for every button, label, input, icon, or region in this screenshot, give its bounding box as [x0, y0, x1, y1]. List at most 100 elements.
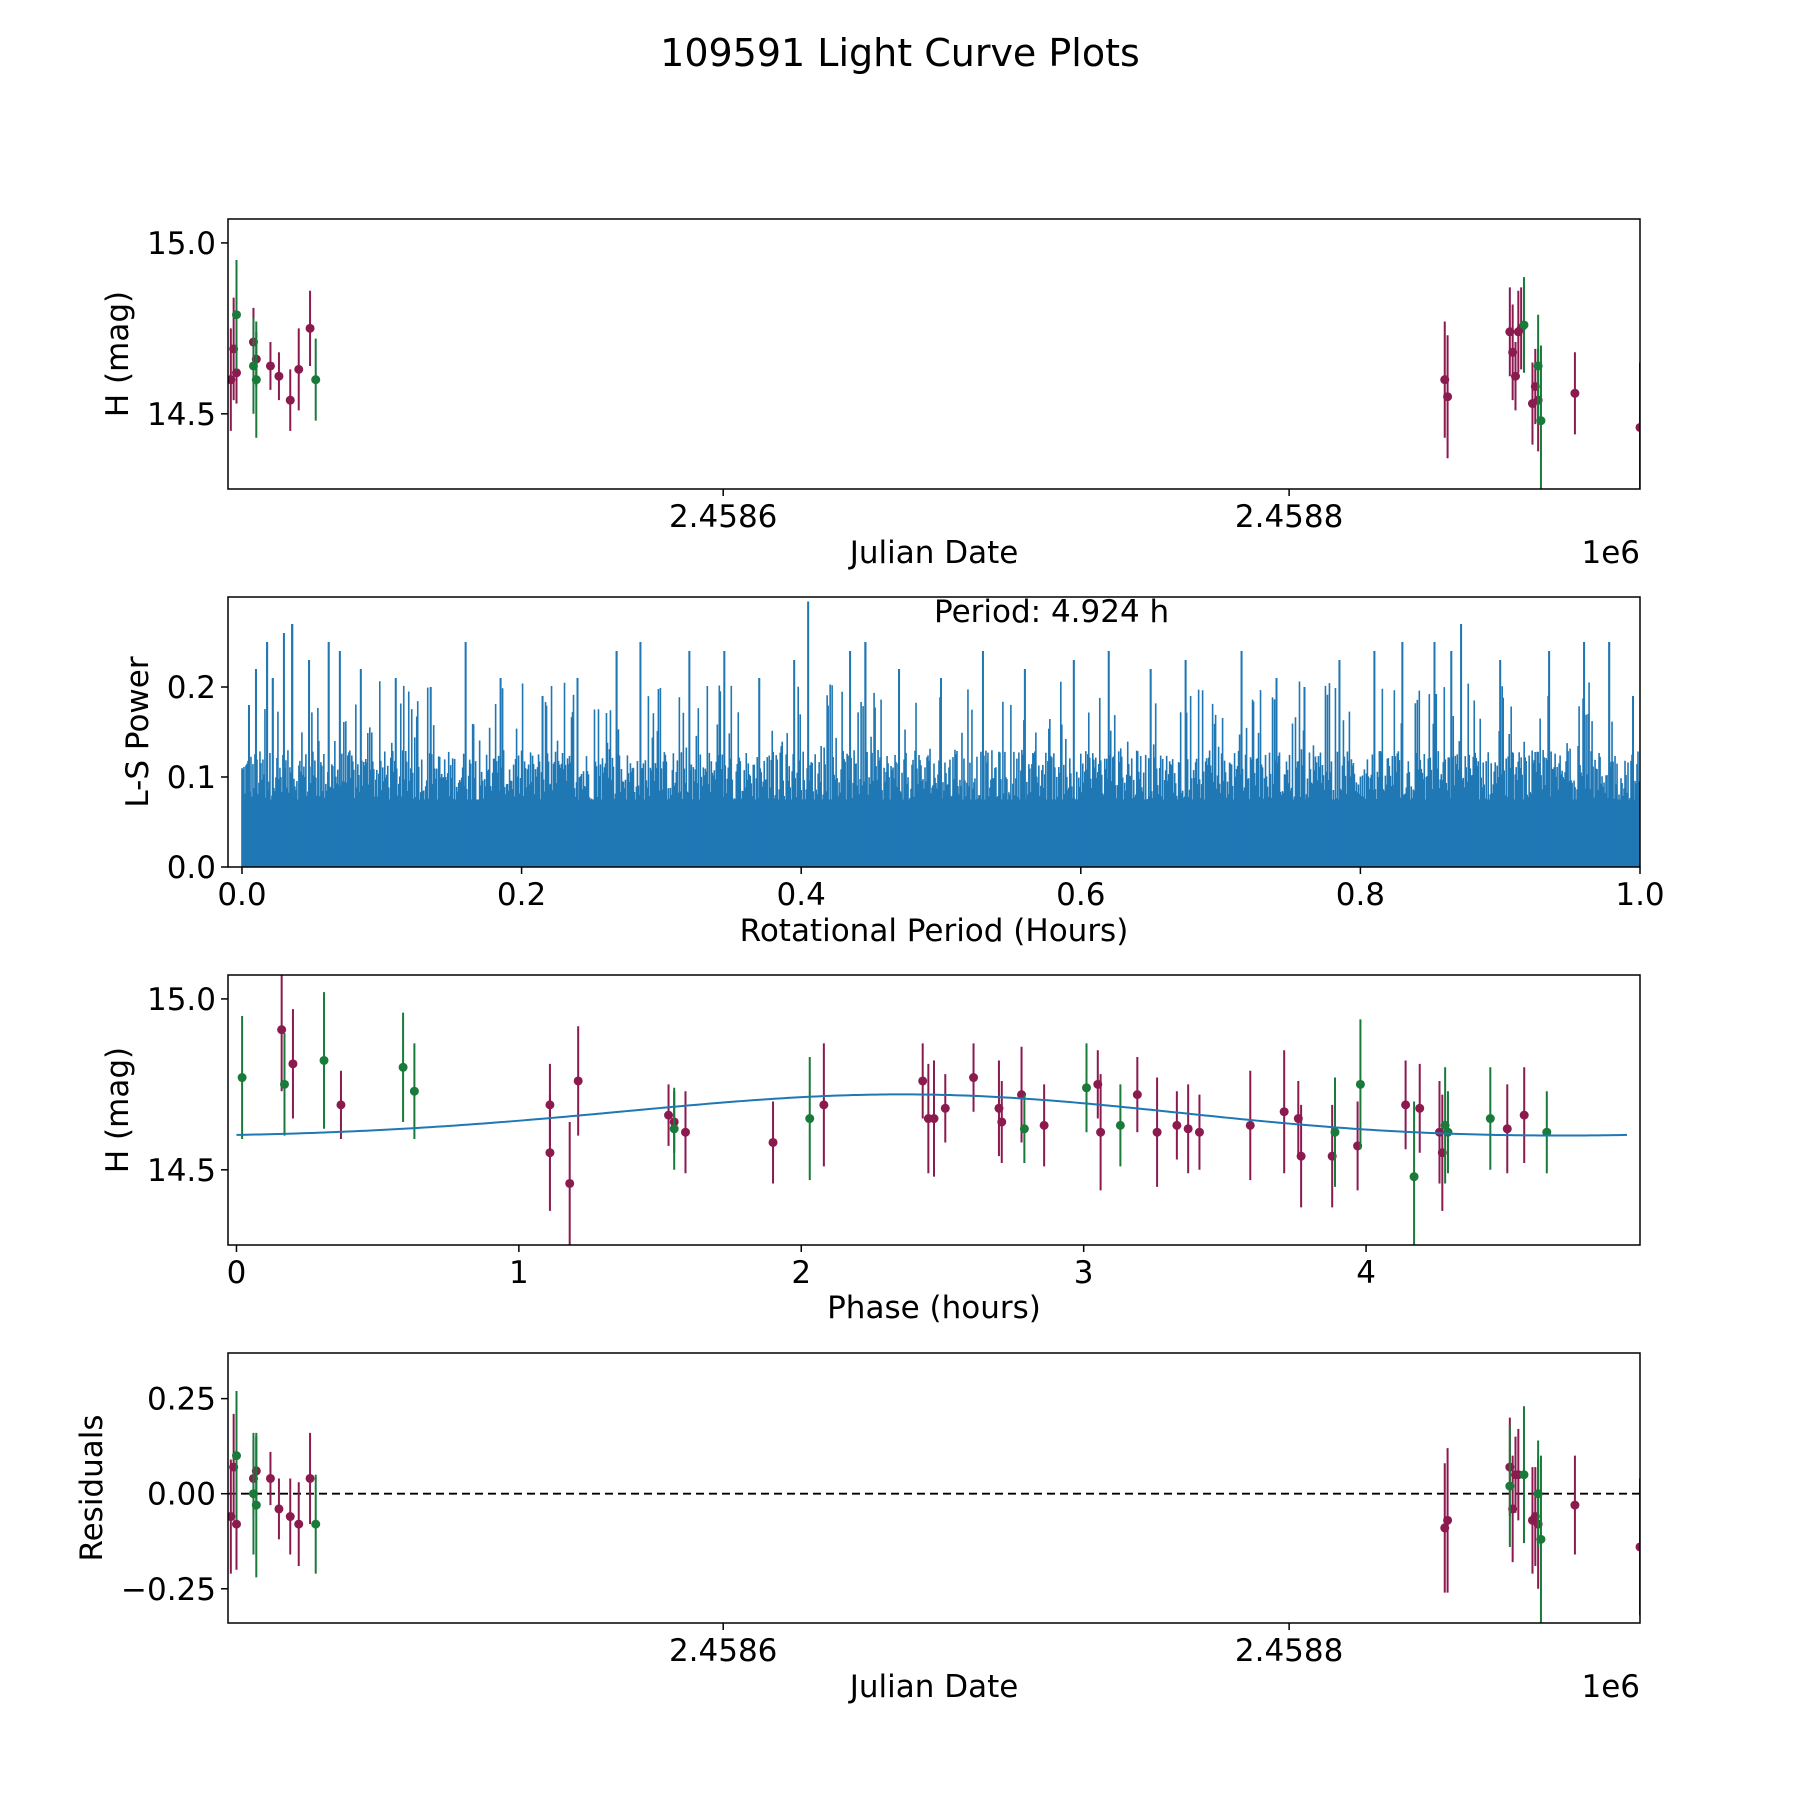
y-tick-label: 15.0 — [147, 982, 216, 1018]
x-tick-label: 2.4586 — [669, 499, 777, 535]
raw-light-curve-xlabel: Julian Date — [848, 535, 1019, 571]
x-tick-label: 2.4588 — [1235, 1633, 1343, 1669]
data-point — [1519, 1110, 1529, 1120]
data-point — [1296, 1151, 1306, 1161]
data-point — [274, 1504, 284, 1514]
phased-curve-points — [236, 975, 1628, 1245]
y-tick-label: 0.00 — [147, 1477, 216, 1513]
residuals-panel: 2.45862.45882.45902.45922.4594−0.250.000… — [74, 1352, 1641, 1705]
raw-light-curve-points — [228, 260, 1640, 489]
data-point — [940, 1103, 950, 1113]
y-tick-label: −0.25 — [121, 1572, 216, 1608]
residuals-x-offset: 1e6 — [1581, 1669, 1640, 1705]
phased-curve-ylabel: H (mag) — [100, 1047, 136, 1173]
data-point — [251, 1500, 261, 1510]
data-point — [1401, 1100, 1411, 1110]
data-point — [294, 1519, 304, 1529]
data-point — [1183, 1124, 1193, 1134]
periodogram-ticks: 0.0 0.2 0.4 0.6 0.8 1.0 0.0 0.1 0.2 — [167, 670, 1665, 913]
data-point — [285, 1512, 295, 1522]
data-point — [1415, 1103, 1425, 1113]
data-point — [1096, 1127, 1106, 1137]
data-point — [251, 375, 261, 385]
residuals-ylabel: Residuals — [74, 1414, 110, 1561]
data-point — [1510, 371, 1520, 381]
data-point — [1502, 1124, 1512, 1134]
data-point — [1485, 1114, 1495, 1124]
data-point — [1019, 1124, 1029, 1134]
data-point — [1570, 1500, 1580, 1510]
data-point — [1409, 1172, 1419, 1182]
data-point — [1279, 1107, 1289, 1117]
phased-curve-xlabel: Phase (hours) — [827, 1290, 1041, 1326]
data-point — [1542, 1127, 1552, 1137]
y-tick-label: 0.1 — [167, 760, 216, 796]
data-point — [929, 1114, 939, 1124]
phased-curve-ticks: 0 1 2 3 4 14.5 15.0 — [147, 982, 1376, 1291]
y-tick-label: 0.0 — [167, 850, 216, 886]
data-point — [231, 1519, 241, 1529]
x-tick-label: 1 — [509, 1255, 529, 1291]
y-tick-label: 0.25 — [147, 1382, 216, 1418]
data-point — [1536, 1534, 1546, 1544]
data-point — [1443, 1515, 1453, 1525]
data-point — [237, 1073, 247, 1083]
data-point — [311, 1519, 321, 1529]
x-tick-label: 0.2 — [497, 877, 546, 913]
data-point — [1152, 1127, 1162, 1137]
data-point — [231, 368, 241, 378]
x-tick-label: 1.0 — [1615, 877, 1664, 913]
data-point — [669, 1124, 679, 1134]
y-tick-label: 0.2 — [167, 670, 216, 706]
data-point — [1635, 1542, 1640, 1552]
data-point — [819, 1100, 829, 1110]
x-tick-label: 0.6 — [1056, 877, 1105, 913]
data-point — [1519, 320, 1529, 330]
periodogram-xlabel: Rotational Period (Hours) — [740, 913, 1129, 949]
period-annotation: Period: 4.924 h — [934, 594, 1169, 630]
data-point — [573, 1076, 583, 1086]
phased-curve-panel: 0 1 2 3 4 14.5 15.0 Phase (hours) H (mag) — [100, 974, 1641, 1326]
x-tick-label: 0.0 — [217, 877, 266, 913]
data-point — [1570, 388, 1580, 398]
periodogram-ylabel: L-S Power — [120, 656, 156, 807]
data-point — [1194, 1127, 1204, 1137]
data-point — [1536, 416, 1546, 426]
data-point — [1245, 1120, 1255, 1130]
residuals-points — [228, 1391, 1640, 1623]
x-tick-label: 3 — [1074, 1255, 1094, 1291]
residuals-xlabel: Julian Date — [848, 1669, 1019, 1705]
data-point — [398, 1062, 408, 1072]
data-point — [1081, 1083, 1091, 1093]
x-tick-label: 4 — [1356, 1255, 1376, 1291]
x-tick-label: 2.4586 — [669, 1633, 777, 1669]
y-tick-label: 14.5 — [147, 1153, 216, 1189]
data-point — [664, 1110, 674, 1120]
data-point — [274, 371, 284, 381]
x-tick-label: 0 — [227, 1255, 247, 1291]
data-point — [1172, 1120, 1182, 1130]
data-point — [279, 1079, 289, 1089]
data-point — [305, 1473, 315, 1483]
residuals-ticks: 2.45862.45882.45902.45922.4594−0.250.000… — [121, 1382, 1343, 1669]
raw-light-curve-x-offset: 1e6 — [1581, 535, 1640, 571]
periodogram-panel: 0.0 0.2 0.4 0.6 0.8 1.0 0.0 0.1 0.2 Period: 4.92… — [120, 594, 1665, 949]
fit-model-curve — [236, 1093, 1628, 1137]
data-point — [1443, 1127, 1453, 1137]
x-tick-label: 0.8 — [1336, 877, 1385, 913]
data-point — [1039, 1120, 1049, 1130]
data-point — [336, 1100, 346, 1110]
data-point — [997, 1117, 1007, 1127]
x-tick-label: 2.4588 — [1235, 499, 1343, 535]
raw-light-curve-axes — [227, 218, 1641, 490]
figure-title: 109591 Light Curve Plots — [660, 31, 1140, 75]
data-point — [918, 1076, 928, 1086]
data-point — [1115, 1120, 1125, 1130]
data-point — [265, 1473, 275, 1483]
data-point — [305, 323, 315, 333]
data-point — [1505, 1481, 1515, 1491]
data-point — [1635, 422, 1640, 432]
